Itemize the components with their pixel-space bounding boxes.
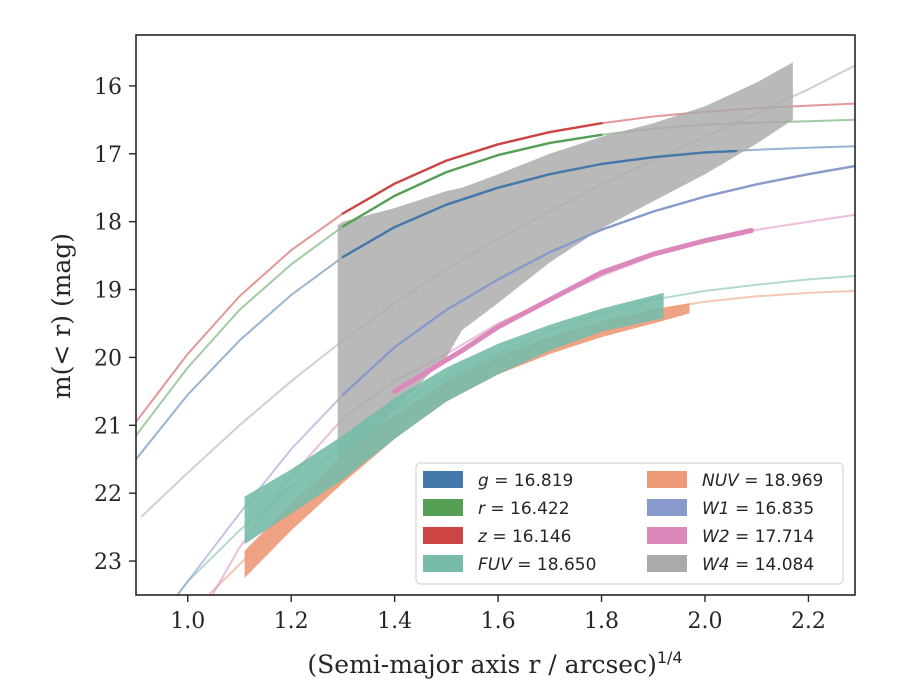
data-curve-r [341,133,603,228]
data-curve-w2 [392,228,754,394]
band-w4 [337,62,793,490]
plot-area [136,62,855,595]
legend-label-fuv: FUV = 18.650 [478,555,596,575]
y-axis-ticks: 16 17 18 19 20 21 22 23 [94,75,136,575]
legend-label-w1: W1 = 16.835 [702,499,814,519]
x-tick-label: 1.8 [584,609,619,634]
legend: g = 16.819 r = 16.422 z = 16.146 FUV = 18.6… [415,462,844,585]
x-tick-label: 2.2 [791,609,826,634]
legend-label-z: z = 16.146 [477,527,571,547]
x-tick-label: 2.0 [687,609,722,634]
legend-label-w4: W4 = 14.084 [702,555,814,575]
legend-swatch-w4 [647,555,687,572]
y-tick-label: 18 [94,211,122,236]
y-tick-label: 23 [94,550,122,575]
y-tick-label: 21 [94,414,122,439]
band-fuv [244,292,664,545]
y-tick-label: 16 [94,75,122,100]
y-axis-label: m(< r) (mag) [47,233,76,399]
legend-swatch-r [423,499,463,516]
y-tick-label: 22 [94,482,122,507]
legend-swatch-g [423,471,463,488]
data-curve-g [341,149,738,259]
data-curve-w1 [341,164,855,396]
y-tick-label: 20 [94,346,122,371]
legend-swatch-z [423,527,463,544]
legend-label-r: r = 16.422 [478,499,570,519]
data-curve-z [341,122,603,215]
plot-frame [135,34,856,596]
x-axis-label: (Semi-major axis r / arcsec)1/4 [307,648,682,679]
x-tick-label: 1.4 [377,609,412,634]
legend-swatch-nuv [647,471,687,488]
legend-swatch-w2 [647,527,687,544]
x-tick-label: 1.6 [481,609,516,634]
legend-label-nuv: NUV = 18.969 [702,471,823,491]
y-tick-label: 17 [94,143,122,168]
x-tick-label: 1.2 [274,609,309,634]
legend-box [415,462,844,585]
y-tick-label: 19 [94,279,122,304]
legend-label-g: g = 16.819 [478,471,573,491]
legend-swatch-w1 [647,499,687,516]
x-tick-label: 1.0 [170,609,205,634]
legend-swatch-fuv [423,555,463,572]
x-axis-ticks: 1.0 1.2 1.4 1.6 1.8 2.0 2.2 [170,595,826,634]
legend-label-w2: W2 = 17.714 [702,527,814,547]
